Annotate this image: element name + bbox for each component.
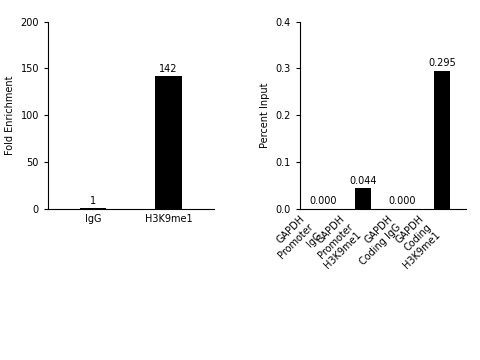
Text: 1: 1 bbox=[90, 196, 96, 206]
Y-axis label: Percent Input: Percent Input bbox=[260, 82, 270, 148]
Y-axis label: Fold Enrichment: Fold Enrichment bbox=[5, 76, 15, 155]
Bar bbox=[156, 76, 182, 209]
Text: 0.000: 0.000 bbox=[310, 197, 337, 207]
Bar bbox=[80, 208, 107, 209]
Text: 0.295: 0.295 bbox=[428, 58, 456, 68]
Text: 0.000: 0.000 bbox=[389, 197, 416, 207]
Text: 142: 142 bbox=[159, 64, 178, 74]
Text: 0.044: 0.044 bbox=[349, 176, 377, 186]
Bar bbox=[434, 71, 450, 209]
Bar bbox=[355, 188, 371, 209]
